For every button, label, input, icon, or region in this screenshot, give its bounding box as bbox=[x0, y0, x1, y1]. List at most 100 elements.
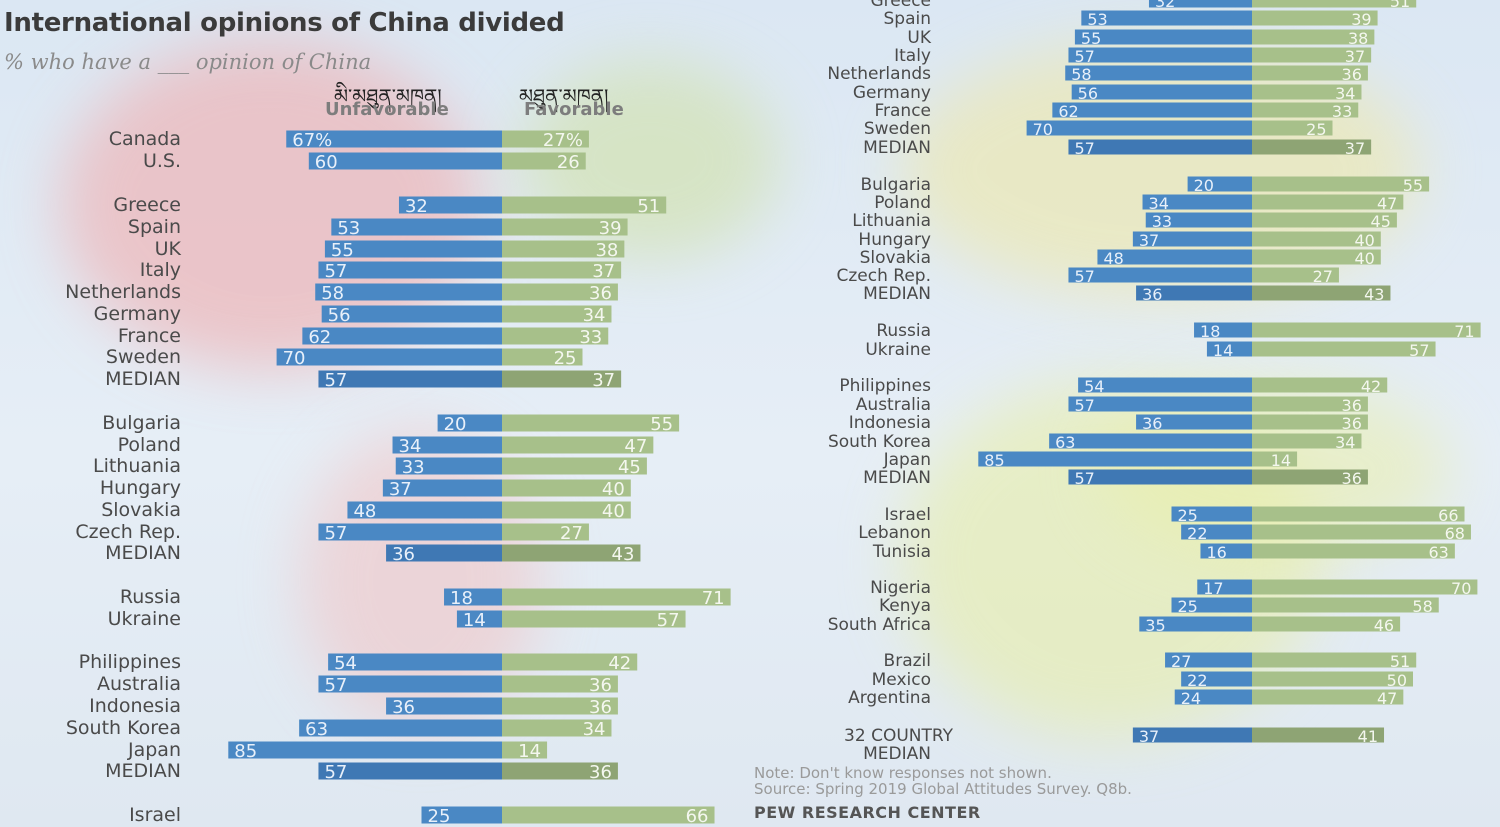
bar-favorable bbox=[1252, 267, 1339, 283]
country-label: Italy bbox=[894, 46, 931, 66]
bar-unfavorable bbox=[1145, 212, 1252, 228]
country-label: Hungary bbox=[100, 477, 181, 499]
bar-favorable bbox=[1252, 212, 1397, 228]
country-label: Netherlands bbox=[827, 64, 931, 84]
value-label-unfavorable: 32 bbox=[1155, 0, 1175, 11]
value-label-favorable: 26 bbox=[557, 152, 580, 173]
value-label-favorable: 45 bbox=[618, 457, 641, 478]
bar-unfavorable bbox=[1139, 616, 1252, 632]
bar-unfavorable bbox=[321, 305, 502, 323]
value-label-favorable: 57 bbox=[1409, 341, 1429, 360]
value-label-unfavorable: 57 bbox=[1074, 267, 1094, 286]
bar-favorable bbox=[1252, 727, 1385, 743]
country-label: Russia bbox=[876, 321, 931, 341]
country-label: Nigeria bbox=[870, 578, 931, 598]
bar-unfavorable bbox=[1194, 322, 1252, 338]
bar-unfavorable bbox=[978, 451, 1252, 467]
bar-unfavorable bbox=[1187, 176, 1252, 192]
bar-favorable bbox=[502, 697, 618, 715]
bar-unfavorable bbox=[1065, 65, 1252, 81]
country-label: Russia bbox=[120, 586, 181, 608]
value-label-unfavorable: 85 bbox=[234, 741, 257, 762]
bar-unfavorable bbox=[1197, 579, 1252, 595]
bar-favorable bbox=[502, 719, 612, 737]
bar-unfavorable bbox=[1136, 285, 1252, 301]
bar-favorable bbox=[502, 523, 589, 541]
country-label: Poland bbox=[874, 193, 931, 213]
country-label: MEDIAN bbox=[105, 542, 181, 564]
bar-favorable bbox=[502, 283, 618, 301]
country-label: Brazil bbox=[884, 651, 931, 671]
bar-unfavorable bbox=[1068, 469, 1252, 485]
value-label-favorable: 51 bbox=[1390, 0, 1410, 11]
bar-favorable bbox=[502, 436, 654, 454]
value-label-unfavorable: 57 bbox=[324, 675, 347, 696]
value-label-unfavorable: 70 bbox=[1033, 120, 1053, 139]
value-label-unfavorable: 33 bbox=[1152, 212, 1172, 231]
bar-unfavorable bbox=[318, 762, 502, 780]
country-label: South Africa bbox=[828, 615, 931, 635]
value-label-unfavorable: 25 bbox=[1178, 597, 1198, 616]
country-label: South Korea bbox=[66, 717, 181, 739]
country-label: Israel bbox=[885, 505, 931, 525]
pew-logo-text: PEW RESEARCH CENTER bbox=[754, 803, 981, 822]
value-label-unfavorable: 16 bbox=[1206, 543, 1226, 562]
value-label-unfavorable: 22 bbox=[1187, 671, 1207, 690]
value-label-unfavorable: 58 bbox=[321, 283, 344, 304]
bar-unfavorable bbox=[276, 348, 502, 366]
value-label-unfavorable: 57 bbox=[1074, 396, 1094, 415]
bar-favorable bbox=[502, 348, 583, 366]
country-label: MEDIAN bbox=[863, 468, 931, 488]
value-label-favorable: 71 bbox=[702, 588, 725, 609]
value-label-favorable: 41 bbox=[1358, 727, 1378, 746]
value-label-unfavorable: 63 bbox=[1055, 433, 1075, 452]
value-label-unfavorable: 63 bbox=[305, 719, 328, 740]
bar-favorable bbox=[1252, 139, 1372, 155]
value-label-unfavorable: 48 bbox=[353, 501, 376, 522]
value-label-unfavorable: 57 bbox=[1074, 469, 1094, 488]
country-label: South Korea bbox=[828, 432, 931, 452]
value-label-favorable: 37 bbox=[1345, 139, 1365, 158]
country-label: Sweden bbox=[106, 346, 181, 368]
bar-favorable bbox=[1252, 102, 1359, 118]
bar-unfavorable bbox=[1049, 433, 1252, 449]
value-label-unfavorable: 32 bbox=[405, 196, 428, 217]
value-label-unfavorable: 20 bbox=[1194, 176, 1214, 195]
bar-favorable bbox=[1252, 176, 1430, 192]
bar-unfavorable bbox=[386, 544, 502, 562]
bar-favorable bbox=[502, 261, 622, 279]
bar-favorable bbox=[1252, 689, 1404, 705]
country-label: Indonesia bbox=[89, 695, 181, 717]
value-label-unfavorable: 55 bbox=[331, 240, 354, 261]
value-label-unfavorable: 56 bbox=[328, 305, 351, 326]
country-label: Italy bbox=[140, 259, 181, 281]
bar-favorable bbox=[502, 741, 548, 759]
bar-unfavorable bbox=[331, 218, 502, 236]
country-label: Canada bbox=[109, 128, 181, 150]
value-label-favorable: 27% bbox=[543, 130, 583, 151]
country-label: Kenya bbox=[879, 596, 931, 616]
country-label: Tunisia bbox=[872, 542, 931, 562]
bar-favorable bbox=[502, 152, 586, 170]
value-label-unfavorable: 34 bbox=[1149, 194, 1169, 213]
country-label: Hungary bbox=[858, 230, 931, 250]
bar-favorable bbox=[502, 653, 638, 671]
value-label-favorable: 36 bbox=[1342, 469, 1362, 488]
bar-favorable bbox=[1252, 469, 1368, 485]
bar-unfavorable bbox=[1165, 652, 1252, 668]
country-label: Spain bbox=[128, 216, 181, 238]
value-label-unfavorable: 58 bbox=[1071, 65, 1091, 84]
country-label: MEDIAN bbox=[863, 744, 931, 764]
country-label: Philippines bbox=[79, 651, 181, 673]
value-label-unfavorable: 27 bbox=[1171, 652, 1191, 671]
value-label-favorable: 36 bbox=[1342, 414, 1362, 433]
value-label-unfavorable: 24 bbox=[1181, 689, 1201, 708]
country-label: Lithuania bbox=[852, 211, 931, 231]
bar-favorable bbox=[502, 370, 622, 388]
bar-favorable bbox=[502, 240, 625, 258]
bar-favorable bbox=[1252, 65, 1368, 81]
value-label-unfavorable: 20 bbox=[444, 414, 467, 435]
value-label-unfavorable: 33 bbox=[402, 457, 425, 478]
value-label-favorable: 43 bbox=[612, 544, 635, 565]
value-label-favorable: 42 bbox=[1361, 377, 1381, 396]
